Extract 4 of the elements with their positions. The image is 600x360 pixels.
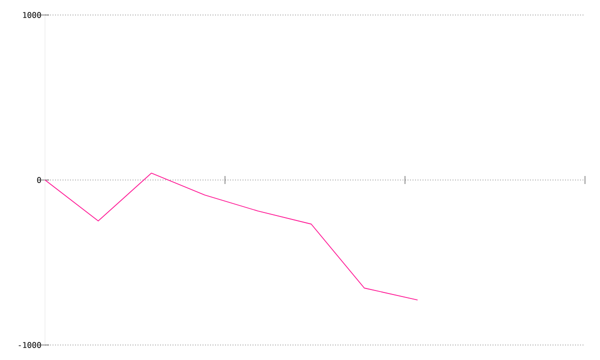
y-tick-label: 0 (37, 176, 41, 184)
line-series (45, 172, 418, 300)
y-tick-label: 1000 (23, 12, 41, 18)
y-tick-label: -1000 (18, 342, 41, 348)
